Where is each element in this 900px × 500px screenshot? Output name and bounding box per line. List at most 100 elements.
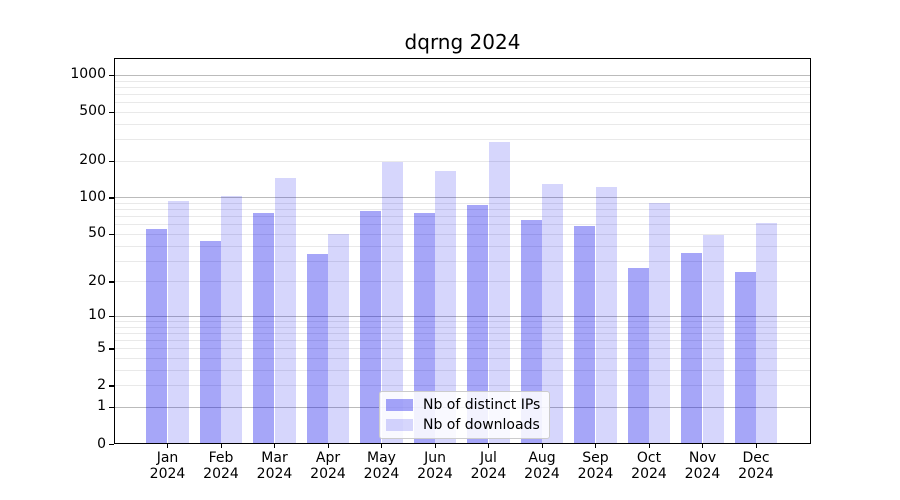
gridline-minor xyxy=(115,203,810,205)
x-tick-label: Oct 2024 xyxy=(621,450,677,482)
x-tick xyxy=(488,444,490,448)
y-tick xyxy=(109,197,114,199)
bar-distinct-ips xyxy=(253,213,275,443)
x-tick xyxy=(327,444,329,448)
x-tick-year: 2024 xyxy=(417,466,453,482)
gridline-minor xyxy=(115,326,810,328)
gridline-minor xyxy=(115,245,810,247)
y-tick xyxy=(109,385,114,387)
gridline-major xyxy=(115,74,810,76)
x-tick-year: 2024 xyxy=(149,466,186,482)
gridline-minor xyxy=(115,93,810,95)
bar-downloads xyxy=(328,233,350,443)
x-tick-year: 2024 xyxy=(256,466,293,482)
y-tick-label: 500 xyxy=(79,103,106,120)
bar-downloads xyxy=(702,235,724,443)
bars-layer xyxy=(115,59,810,443)
y-tick-label: 100 xyxy=(79,188,106,205)
bar-distinct-ips xyxy=(146,228,168,443)
legend-label-downloads: Nb of downloads xyxy=(423,417,540,433)
x-tick xyxy=(595,444,597,448)
x-tick-label: Aug 2024 xyxy=(514,450,570,482)
y-tick xyxy=(109,315,114,318)
y-tick-label: 1000 xyxy=(70,66,106,83)
x-tick-month: Jun xyxy=(424,450,446,466)
x-tick-month: Apr xyxy=(315,450,341,466)
x-tick-year: 2024 xyxy=(310,466,346,482)
x-tick-label: Sep 2024 xyxy=(568,450,624,482)
y-tick xyxy=(109,348,114,350)
x-tick-label: Apr 2024 xyxy=(300,450,356,482)
gridline-minor xyxy=(115,321,810,322)
bar-downloads xyxy=(595,186,617,443)
x-tick-month: Mar xyxy=(261,450,288,466)
x-tick xyxy=(220,444,222,448)
y-tick-label: 10 xyxy=(88,307,106,324)
bar-distinct-ips xyxy=(574,226,596,443)
gridline-minor xyxy=(115,80,810,82)
bar-downloads xyxy=(274,177,296,443)
gridline-minor xyxy=(115,348,810,350)
x-tick-label: Dec 2024 xyxy=(728,450,784,482)
x-tick-label: Feb 2024 xyxy=(193,450,249,482)
x-tick-month: Nov xyxy=(688,450,717,466)
y-tick xyxy=(109,160,114,162)
y-tick xyxy=(109,111,114,114)
gridline-minor xyxy=(115,139,810,141)
x-tick-label: Jun 2024 xyxy=(407,450,463,482)
bar-downloads xyxy=(649,203,671,443)
grid-layer xyxy=(115,59,810,443)
x-tick xyxy=(434,444,436,448)
y-tick-label: 0 xyxy=(97,435,106,452)
y-tick-label: 50 xyxy=(88,225,106,242)
bar-distinct-ips xyxy=(199,240,221,443)
gridline-minor xyxy=(115,332,810,334)
gridline-minor xyxy=(115,233,810,235)
x-tick-label: Jan 2024 xyxy=(140,450,196,482)
x-tick-label: May 2024 xyxy=(354,450,410,482)
y-tick xyxy=(109,74,114,77)
gridline-minor xyxy=(115,216,810,218)
x-tick-year: 2024 xyxy=(203,466,239,482)
bar-downloads xyxy=(167,201,189,443)
gridline-minor xyxy=(115,260,810,262)
gridline-minor xyxy=(115,369,810,371)
gridline-minor xyxy=(115,86,810,88)
x-tick-label: Nov 2024 xyxy=(675,450,731,482)
x-tick-year: 2024 xyxy=(577,466,614,482)
gridline-minor xyxy=(115,102,810,104)
y-tick xyxy=(109,281,114,283)
bar-downloads xyxy=(756,222,778,443)
y-tick xyxy=(109,406,114,409)
y-tick-label: 2 xyxy=(97,376,106,393)
chart-title: dqrng 2024 xyxy=(404,30,521,54)
bar-distinct-ips xyxy=(627,267,649,443)
y-tick-label: 1 xyxy=(97,398,106,415)
gridline-minor xyxy=(115,209,810,211)
x-tick xyxy=(648,444,650,448)
x-tick-year: 2024 xyxy=(631,466,667,482)
bar-distinct-ips xyxy=(306,254,328,443)
bar-distinct-ips xyxy=(413,213,435,443)
x-tick xyxy=(381,444,383,448)
legend-label-distinct-ips: Nb of distinct IPs xyxy=(423,397,541,413)
x-tick-month: Feb xyxy=(208,450,234,466)
x-tick-year: 2024 xyxy=(363,466,400,482)
bar-downloads xyxy=(435,171,457,443)
gridline-minor xyxy=(115,281,810,283)
bar-distinct-ips xyxy=(520,220,542,443)
x-tick-year: 2024 xyxy=(524,466,560,482)
x-tick-month: Jul xyxy=(480,450,497,466)
legend-item-downloads: Nb of downloads xyxy=(386,416,540,434)
gridline-minor xyxy=(115,224,810,226)
bar-downloads xyxy=(488,141,510,443)
x-tick-month: Aug xyxy=(528,450,556,466)
bar-distinct-ips xyxy=(360,211,382,443)
y-tick-label: 200 xyxy=(79,152,106,169)
x-tick-month: Dec xyxy=(742,450,770,466)
x-tick-month: Jan xyxy=(156,450,179,466)
bar-downloads xyxy=(221,195,243,443)
x-tick-year: 2024 xyxy=(684,466,721,482)
legend-item-distinct-ips: Nb of distinct IPs xyxy=(386,396,540,414)
gridline-minor xyxy=(115,340,810,342)
